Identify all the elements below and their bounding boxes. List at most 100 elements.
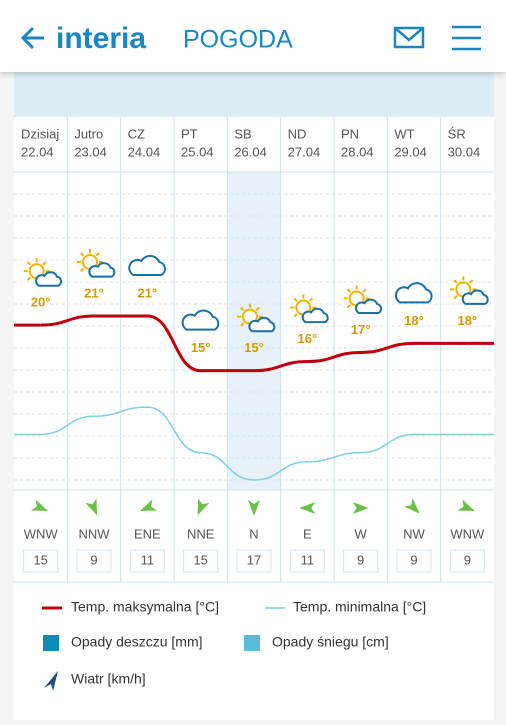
wind-speed: 9 (90, 552, 97, 567)
legend-swatch (44, 671, 58, 691)
mail-button[interactable] (393, 26, 425, 49)
max-temp-label: 17° (351, 322, 371, 337)
cloud-icon (248, 316, 276, 333)
arrow (299, 502, 316, 514)
wind-box (236, 549, 272, 573)
wind-box (343, 549, 379, 573)
wind-box (396, 549, 432, 573)
sun-ray (42, 261, 47, 266)
wind-direction: W (355, 526, 368, 541)
wind-speed: 15 (193, 552, 207, 567)
wind-direction: N (249, 526, 258, 541)
day-date: 27.04 (288, 144, 321, 159)
wind-box (449, 549, 485, 573)
sun-ray (95, 252, 100, 257)
wind-direction: NNW (78, 526, 110, 541)
arrow (404, 498, 420, 514)
cloud-icon (88, 262, 116, 278)
arrow (197, 498, 210, 516)
wind-arrow (139, 499, 158, 512)
sun-ray (453, 294, 458, 300)
arrow (457, 499, 475, 512)
legend-label: Wiatr [km/h] (71, 671, 146, 687)
sun-ray (293, 313, 298, 318)
wind-direction: WNW (24, 526, 59, 541)
weather-icon (23, 258, 62, 287)
day-name: SB (234, 126, 251, 141)
day-name: PT (181, 126, 198, 141)
day-name: Jutro (74, 126, 103, 141)
day-name: CZ (128, 126, 145, 141)
wind-direction: NW (403, 526, 425, 541)
weather-icon (450, 276, 489, 305)
sun-ray (240, 322, 245, 327)
day-date: 23.04 (74, 144, 107, 159)
back-button[interactable] (20, 26, 44, 50)
wind-box (23, 549, 59, 573)
day-name: Dzisiaj (21, 126, 59, 141)
wind-box (129, 549, 165, 573)
cloud-icon (355, 298, 382, 315)
sun-ray (468, 279, 474, 284)
sun-ray (240, 306, 245, 312)
wind-speed: 11 (301, 552, 315, 567)
weather-icon (181, 309, 220, 331)
day-name: ŚR (448, 126, 466, 141)
sun-ray (362, 288, 367, 293)
wind-arrow (352, 502, 369, 514)
day-date: 30.04 (448, 144, 481, 159)
sun-ray (26, 261, 32, 266)
weather-icon (237, 303, 276, 333)
day-date: 24.04 (128, 144, 161, 159)
legend-label: Temp. minimalna [°C] (293, 599, 426, 615)
sun-ray (80, 252, 85, 257)
cloud-icon (128, 254, 166, 276)
min-temp-line (40, 406, 468, 481)
max-temp-label: 18° (457, 313, 477, 328)
wind-arrow (299, 502, 316, 514)
wind-arrow (30, 499, 49, 512)
wind-speed: 9 (410, 552, 417, 567)
sun-ray (80, 267, 85, 272)
cloud-icon (181, 309, 220, 331)
weather-icon (343, 285, 382, 315)
sun-ray (255, 306, 260, 312)
wind-arrow (248, 500, 260, 516)
weather-icon (290, 294, 329, 324)
section-title: POGODA (183, 26, 293, 54)
max-temp-label: 20° (31, 295, 51, 310)
max-temp-label: 15° (244, 340, 264, 355)
arrow (352, 502, 369, 514)
arrow (85, 498, 98, 516)
logo: interia (56, 22, 146, 55)
header (0, 0, 506, 72)
sun-ray (293, 297, 298, 302)
arrow (248, 500, 260, 516)
menu-button[interactable] (452, 25, 481, 51)
day-date: 22.04 (21, 144, 54, 159)
day-date: 29.04 (394, 144, 427, 159)
legend-label: Opady śniegu [cm] (272, 634, 389, 650)
sun-ray (308, 297, 314, 302)
wind-speed: 9 (464, 552, 471, 567)
day-name: ND (288, 126, 307, 141)
wind-direction: WNW (450, 526, 485, 541)
wind-arrow (85, 498, 98, 516)
sun-ray (26, 276, 32, 282)
wind-speed: 11 (141, 552, 155, 567)
legend-swatch (43, 635, 59, 651)
max-temp-label: 21° (137, 285, 157, 300)
wind-direction: NNE (187, 526, 215, 541)
weather-icon (77, 249, 116, 278)
max-temp-label: 18° (404, 313, 424, 328)
wind-direction: E (303, 526, 312, 541)
arrow (139, 499, 158, 512)
day-name: PN (341, 126, 359, 141)
sun-ray (453, 279, 458, 284)
wind-direction: ENE (134, 526, 161, 541)
legend-label: Opady deszczu [mm] (71, 634, 203, 650)
wind-speed: 15 (33, 552, 47, 567)
cloud-icon (461, 289, 489, 305)
